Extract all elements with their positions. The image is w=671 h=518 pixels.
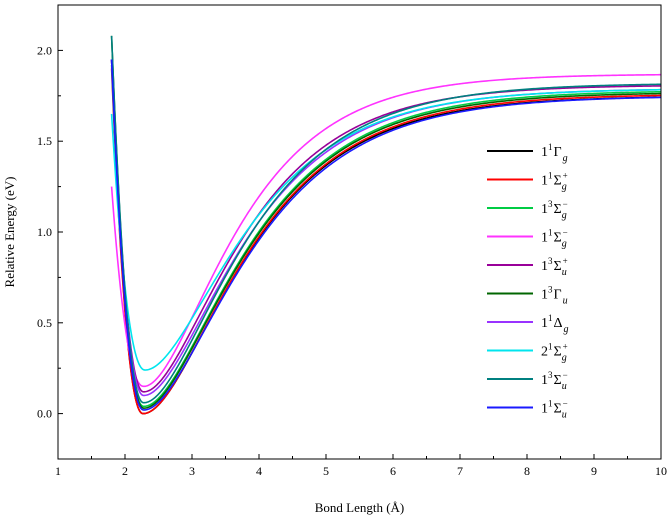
legend-label: 11Γg xyxy=(541,142,568,164)
legend-label: 11Δg xyxy=(541,313,569,335)
y-tick-label: 0.5 xyxy=(37,316,52,330)
x-tick-label: 1 xyxy=(55,464,61,478)
x-tick-label: 3 xyxy=(189,464,195,478)
legend-label: 11Σ+ g xyxy=(541,171,568,193)
x-tick-label: 9 xyxy=(591,464,597,478)
y-axis: 0.0 0.5 1.0 1.5 2.0 xyxy=(37,4,63,460)
y-tick-label: 1.0 xyxy=(37,225,52,239)
x-axis-title: Bond Length (Å) xyxy=(315,500,405,515)
x-tick-label: 7 xyxy=(457,464,463,478)
x-tick-label: 2 xyxy=(122,464,128,478)
x-tick-label: 8 xyxy=(524,464,530,478)
x-axis: 1 2 3 4 5 6 7 8 9 10 xyxy=(55,454,667,478)
series-line xyxy=(110,59,662,393)
legend-label: 11Σ− u xyxy=(541,399,568,421)
legend-label: 13Σ+ u xyxy=(541,256,568,278)
y-axis-title: Relative Energy (eV) xyxy=(2,177,17,288)
x-tick-label: 10 xyxy=(655,464,667,478)
legend-label: 21Σ+ g xyxy=(541,342,568,364)
series-line xyxy=(110,35,662,409)
legend-label: 13Σ− u xyxy=(541,370,568,392)
series-line xyxy=(110,35,662,404)
series-line xyxy=(110,68,662,415)
x-tick-label: 6 xyxy=(390,464,396,478)
series-line xyxy=(110,59,662,411)
series-line xyxy=(110,73,662,388)
series-line xyxy=(110,88,662,371)
y-tick-label: 1.5 xyxy=(37,134,52,148)
legend-label: 11Σ− g xyxy=(541,228,568,250)
series-line xyxy=(110,59,662,415)
legend: 11Γg 11Σ+ g 13Σ− g 11Σ− g 13Σ+ u 13Γu 11Δg 21Σ+ g 13Σ… xyxy=(487,142,569,421)
y-tick-label: 2.0 xyxy=(37,43,52,57)
series-curves xyxy=(110,35,662,415)
x-tick-label: 4 xyxy=(256,464,262,478)
x-tick-label: 5 xyxy=(323,464,329,478)
y-tick-label: 0.0 xyxy=(37,407,52,421)
legend-label: 13Γu xyxy=(541,285,568,307)
series-line xyxy=(110,64,662,408)
legend-label: 13Σ− g xyxy=(541,199,568,221)
